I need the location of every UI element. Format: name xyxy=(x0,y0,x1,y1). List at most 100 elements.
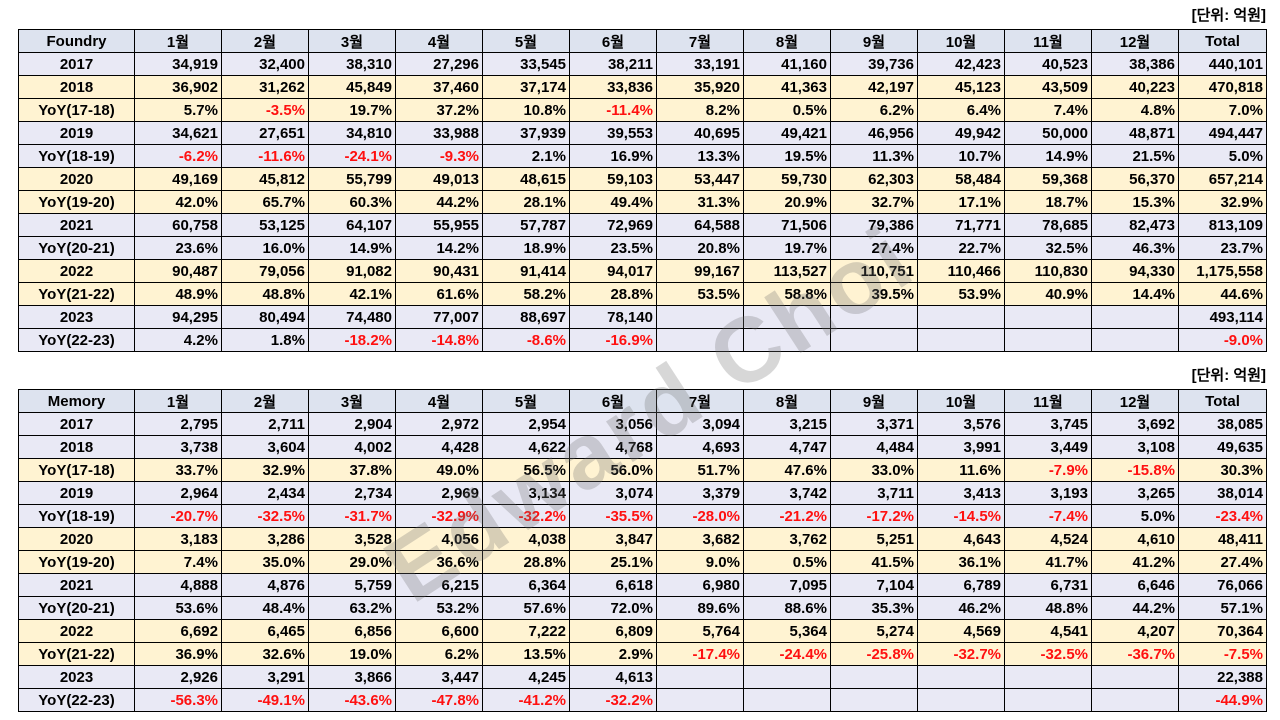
data-cell: -32.5% xyxy=(1004,642,1092,666)
row-label: YoY(17-18) xyxy=(18,458,135,482)
row-label: YoY(22-23) xyxy=(18,688,135,712)
data-cell: 56,370 xyxy=(1091,167,1179,191)
data-cell: 20.9% xyxy=(743,190,831,214)
data-cell: 3,265 xyxy=(1091,481,1179,505)
column-header: Total xyxy=(1178,29,1267,53)
data-cell: 2,969 xyxy=(395,481,483,505)
data-cell: 6.2% xyxy=(395,642,483,666)
data-cell: 46.2% xyxy=(917,596,1005,620)
total-cell: 494,447 xyxy=(1178,121,1267,145)
column-header: 9월 xyxy=(830,389,918,413)
column-header: 8월 xyxy=(743,29,831,53)
table-row: 2017 34,919 32,400 38,310 27,296 33,545 38,211… xyxy=(18,52,1267,76)
data-cell: 77,007 xyxy=(395,305,483,329)
data-cell: 63.2% xyxy=(308,596,396,620)
total-cell: 5.0% xyxy=(1178,144,1267,168)
data-cell: 19.7% xyxy=(743,236,831,260)
data-cell: 36,902 xyxy=(134,75,222,99)
data-cell: 33,191 xyxy=(656,52,744,76)
data-cell xyxy=(830,665,918,689)
data-cell: 32,400 xyxy=(221,52,309,76)
column-header: 1월 xyxy=(134,389,222,413)
data-cell: 47.6% xyxy=(743,458,831,482)
table-row: 2020 49,169 45,812 55,799 49,013 48,615 59,103… xyxy=(18,167,1267,191)
data-cell: 94,295 xyxy=(134,305,222,329)
data-cell: 46.3% xyxy=(1091,236,1179,260)
total-cell: 1,175,558 xyxy=(1178,259,1267,283)
data-cell: 4,428 xyxy=(395,435,483,459)
data-cell: 33.0% xyxy=(830,458,918,482)
column-header: 2월 xyxy=(221,389,309,413)
data-cell: 65.7% xyxy=(221,190,309,214)
data-cell xyxy=(1004,688,1092,712)
data-cell: 78,685 xyxy=(1004,213,1092,237)
data-cell: 94,017 xyxy=(569,259,657,283)
data-cell: 60,758 xyxy=(134,213,222,237)
table-row: YoY(20-21) 23.6% 16.0% 14.9% 14.2% 18.9% 23.5%… xyxy=(18,236,1267,260)
data-cell: 45,123 xyxy=(917,75,1005,99)
data-cell: 33,988 xyxy=(395,121,483,145)
row-label: 2018 xyxy=(18,75,135,99)
table-row: YoY(20-21) 53.6% 48.4% 63.2% 53.2% 57.6% 72.0%… xyxy=(18,596,1267,620)
data-cell xyxy=(1004,328,1092,352)
data-cell: 31.3% xyxy=(656,190,744,214)
data-cell: 90,431 xyxy=(395,259,483,283)
data-cell: 2,795 xyxy=(134,412,222,436)
data-cell: 22.7% xyxy=(917,236,1005,260)
data-cell xyxy=(830,328,918,352)
data-cell: 19.0% xyxy=(308,642,396,666)
data-cell: 99,167 xyxy=(656,259,744,283)
data-cell: 34,919 xyxy=(134,52,222,76)
total-cell: 657,214 xyxy=(1178,167,1267,191)
data-cell: 53,125 xyxy=(221,213,309,237)
data-cell: 110,466 xyxy=(917,259,1005,283)
data-cell xyxy=(743,665,831,689)
data-cell: 4,876 xyxy=(221,573,309,597)
column-header: 10월 xyxy=(917,29,1005,53)
data-cell: 4,484 xyxy=(830,435,918,459)
data-cell xyxy=(743,328,831,352)
column-header: 4월 xyxy=(395,389,483,413)
data-cell: 6,600 xyxy=(395,619,483,643)
total-cell: 70,364 xyxy=(1178,619,1267,643)
data-cell: 3,413 xyxy=(917,481,1005,505)
row-label: 2020 xyxy=(18,167,135,191)
data-cell: 3,074 xyxy=(569,481,657,505)
total-cell: 813,109 xyxy=(1178,213,1267,237)
data-cell: 2,926 xyxy=(134,665,222,689)
data-cell: 44.2% xyxy=(1091,596,1179,620)
table-row: 2017 2,795 2,711 2,904 2,972 2,954 3,056 3,094 3… xyxy=(18,412,1267,436)
data-cell: 49,169 xyxy=(134,167,222,191)
data-cell: 4,613 xyxy=(569,665,657,689)
column-header: 11월 xyxy=(1004,389,1092,413)
data-cell: 11.3% xyxy=(830,144,918,168)
data-cell: 6,465 xyxy=(221,619,309,643)
total-cell: -23.4% xyxy=(1178,504,1267,528)
data-cell: 14.9% xyxy=(308,236,396,260)
table-row: 2019 34,621 27,651 34,810 33,988 37,939 39,553… xyxy=(18,121,1267,145)
data-cell: 37,939 xyxy=(482,121,570,145)
data-cell: 17.1% xyxy=(917,190,1005,214)
data-cell: 91,414 xyxy=(482,259,570,283)
data-cell: 37,174 xyxy=(482,75,570,99)
table-row: 2018 3,738 3,604 4,002 4,428 4,622 4,768 4,693 4… xyxy=(18,435,1267,459)
row-label: 2021 xyxy=(18,573,135,597)
data-cell: 49.4% xyxy=(569,190,657,214)
table-row: YoY(22-23) -56.3% -49.1% -43.6% -47.8% -41.2%… xyxy=(18,688,1267,712)
data-cell: 39,736 xyxy=(830,52,918,76)
data-cell: -31.7% xyxy=(308,504,396,528)
data-cell: 28.1% xyxy=(482,190,570,214)
data-cell: 38,386 xyxy=(1091,52,1179,76)
data-cell: 45,812 xyxy=(221,167,309,191)
data-cell: 61.6% xyxy=(395,282,483,306)
data-cell: 80,494 xyxy=(221,305,309,329)
data-cell: -21.2% xyxy=(743,504,831,528)
data-cell: 2,734 xyxy=(308,481,396,505)
data-cell: 62,303 xyxy=(830,167,918,191)
data-cell: 57.6% xyxy=(482,596,570,620)
data-cell: 6,215 xyxy=(395,573,483,597)
memory-unit-label: [단위: 억원] xyxy=(1191,367,1266,384)
row-label: 2020 xyxy=(18,527,135,551)
data-cell: 59,103 xyxy=(569,167,657,191)
data-cell: 3,711 xyxy=(830,481,918,505)
